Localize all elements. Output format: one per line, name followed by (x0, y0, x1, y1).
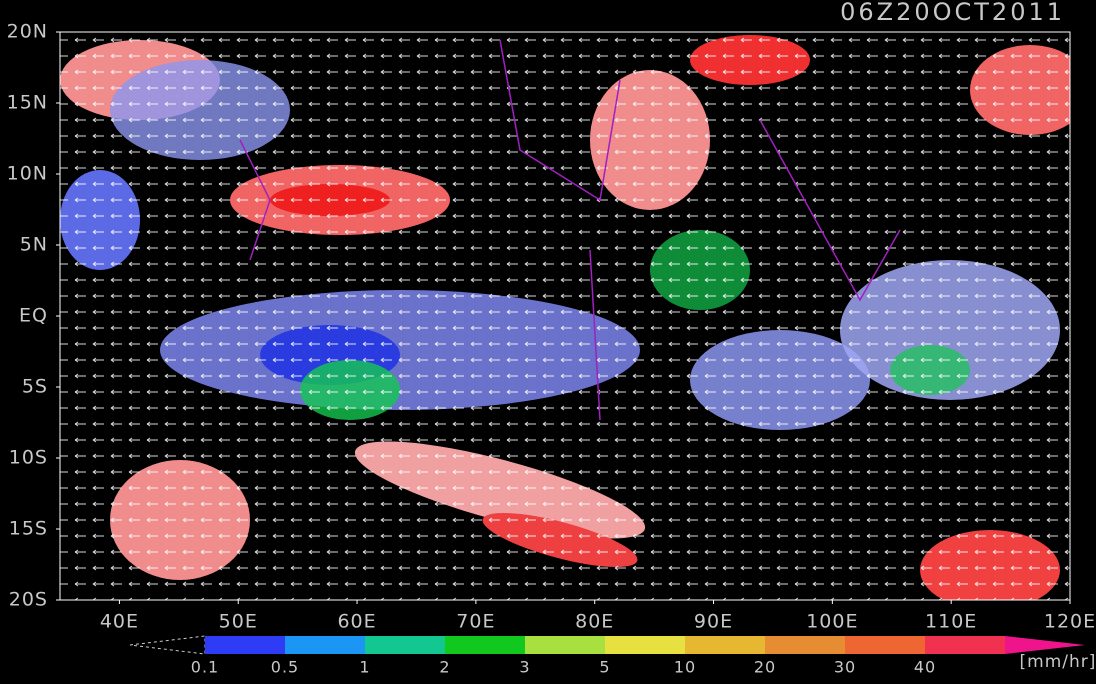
lon-label: 80E (575, 611, 614, 633)
lon-label: 90E (694, 611, 733, 633)
colorbar-label: 3 (519, 658, 530, 677)
colorbar-label: 10 (674, 658, 696, 677)
lat-label: 15N (7, 92, 48, 114)
colorbar-label: 20 (754, 658, 776, 677)
colorbar-under (129, 635, 206, 655)
colorbar-label: 2 (439, 658, 450, 677)
coastline (239, 39, 901, 421)
colorbar-label: 0.1 (191, 658, 219, 677)
lon-label: 40E (100, 611, 139, 633)
wind-field (60, 32, 1070, 600)
map-title: 06Z20OCT2011 (840, 0, 1065, 26)
lon-label: 120E (1044, 611, 1096, 633)
colorbar-label: 1 (359, 658, 370, 677)
colorbar-swatch (685, 636, 765, 654)
lon-label: 70E (456, 611, 495, 633)
lat-label: EQ (19, 305, 48, 327)
lat-label: 10N (7, 163, 48, 185)
colorbar-swatch (525, 636, 605, 654)
lon-label: 60E (337, 611, 376, 633)
lon-label: 110E (925, 611, 977, 633)
colorbar-swatch (285, 636, 365, 654)
colorbar-unit: [mm/hr] (1020, 652, 1096, 672)
lat-label: 5S (22, 376, 48, 398)
colorbar-swatch (365, 636, 445, 654)
lat-label: 5N (20, 234, 48, 256)
colorbar-swatch (845, 636, 925, 654)
lon-label: 50E (219, 611, 258, 633)
lat-label: 20N (7, 21, 48, 43)
colorbar-swatch (205, 636, 285, 654)
lon-label: 100E (806, 611, 858, 633)
colorbar-swatch (765, 636, 845, 654)
colorbar-label: 30 (834, 658, 856, 677)
colorbar-swatch (605, 636, 685, 654)
lat-label: 15S (9, 518, 48, 540)
colorbar-over (1005, 636, 1085, 654)
lat-label: 10S (9, 447, 48, 469)
colorbar-swatch (925, 636, 1005, 654)
colorbar-swatch (445, 636, 525, 654)
colorbar-label: 0.5 (271, 658, 299, 677)
colorbar-label: 40 (914, 658, 936, 677)
lat-label: 20S (9, 589, 48, 611)
wind-vectors (60, 32, 1070, 600)
colorbar-label: 5 (599, 658, 610, 677)
